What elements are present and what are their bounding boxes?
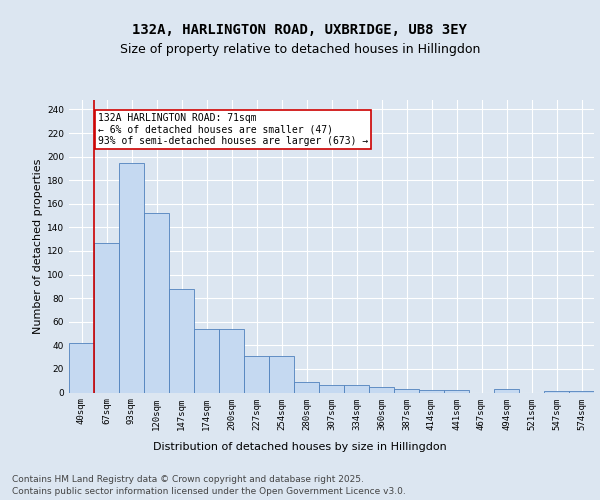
Text: 132A HARLINGTON ROAD: 71sqm
← 6% of detached houses are smaller (47)
93% of semi: 132A HARLINGTON ROAD: 71sqm ← 6% of deta… — [98, 113, 368, 146]
Text: Distribution of detached houses by size in Hillingdon: Distribution of detached houses by size … — [153, 442, 447, 452]
Bar — [344, 386, 369, 392]
Bar — [394, 389, 419, 392]
Bar — [94, 242, 119, 392]
Y-axis label: Number of detached properties: Number of detached properties — [33, 158, 43, 334]
Bar — [369, 386, 394, 392]
Bar — [169, 288, 194, 393]
Bar — [144, 213, 169, 392]
Bar — [219, 329, 244, 392]
Bar — [269, 356, 294, 393]
Text: Contains HM Land Registry data © Crown copyright and database right 2025.: Contains HM Land Registry data © Crown c… — [12, 474, 364, 484]
Bar — [244, 356, 269, 393]
Text: 132A, HARLINGTON ROAD, UXBRIDGE, UB8 3EY: 132A, HARLINGTON ROAD, UXBRIDGE, UB8 3EY — [133, 22, 467, 36]
Bar — [319, 386, 344, 392]
Text: Size of property relative to detached houses in Hillingdon: Size of property relative to detached ho… — [120, 42, 480, 56]
Bar — [69, 343, 94, 392]
Bar — [119, 162, 144, 392]
Bar — [419, 390, 444, 392]
Bar — [444, 390, 469, 392]
Bar — [194, 329, 219, 392]
Bar — [494, 389, 519, 392]
Text: Contains public sector information licensed under the Open Government Licence v3: Contains public sector information licen… — [12, 486, 406, 496]
Bar — [294, 382, 319, 392]
